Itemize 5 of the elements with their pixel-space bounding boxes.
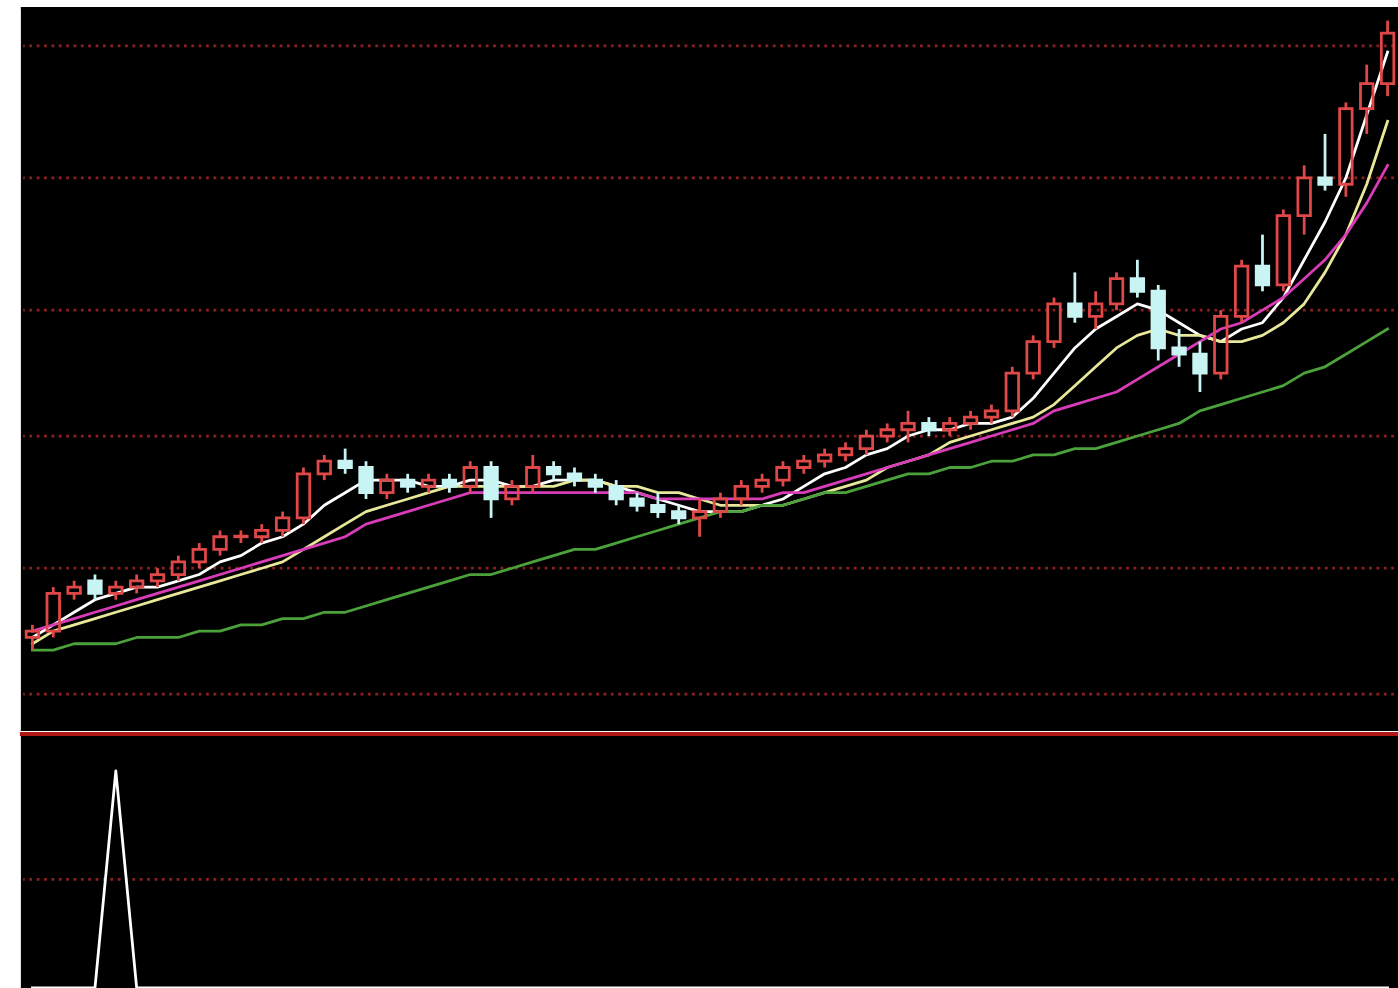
candlestick [1359, 63, 1375, 136]
candlestick [1296, 163, 1312, 236]
candlestick [1379, 19, 1396, 98]
candlestick [691, 497, 708, 539]
candlestick [1088, 289, 1104, 331]
